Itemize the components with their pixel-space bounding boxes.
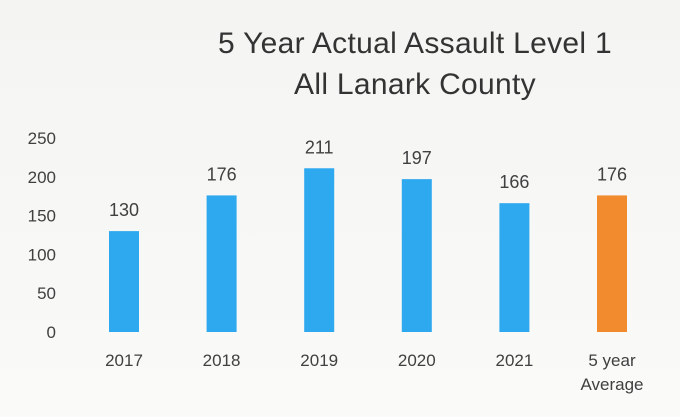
bar-4	[401, 179, 432, 332]
x-tick-label: 2017	[105, 351, 143, 370]
x-tick-label: 5 year	[588, 351, 636, 370]
data-labels-group: 130 176 211 197 166 176	[109, 137, 627, 220]
x-tick-label: 2019	[300, 351, 338, 370]
x-tick-label: 2020	[398, 351, 436, 370]
data-label: 166	[499, 172, 529, 192]
y-tick-label: 100	[28, 245, 56, 264]
bar-6	[597, 195, 627, 332]
y-axis: 0 50 100 150 200 250	[28, 129, 56, 342]
y-tick-label: 250	[28, 129, 56, 148]
y-tick-label: 200	[28, 168, 56, 187]
y-tick-label: 50	[37, 284, 56, 303]
bars-group	[109, 168, 627, 332]
data-label: 211	[305, 137, 334, 157]
x-axis: 2017 2018 2019 2020 2021 5 year Average	[105, 351, 643, 394]
data-label: 176	[207, 164, 237, 184]
bar-5	[499, 203, 530, 332]
x-tick-label: Average	[580, 375, 643, 394]
bar-1	[109, 231, 139, 332]
bar-3	[304, 168, 335, 332]
data-label: 197	[402, 148, 432, 168]
y-tick-label: 150	[28, 207, 56, 226]
data-label: 176	[597, 164, 627, 184]
chart-title-line-2: All Lanark County	[294, 68, 536, 101]
x-tick-label: 2018	[203, 351, 241, 370]
bar-2	[206, 195, 237, 332]
y-tick-label: 0	[47, 323, 56, 342]
data-label: 130	[109, 200, 139, 220]
chart-title-line-1: 5 Year Actual Assault Level 1	[218, 27, 612, 60]
x-tick-label: 2021	[495, 351, 533, 370]
